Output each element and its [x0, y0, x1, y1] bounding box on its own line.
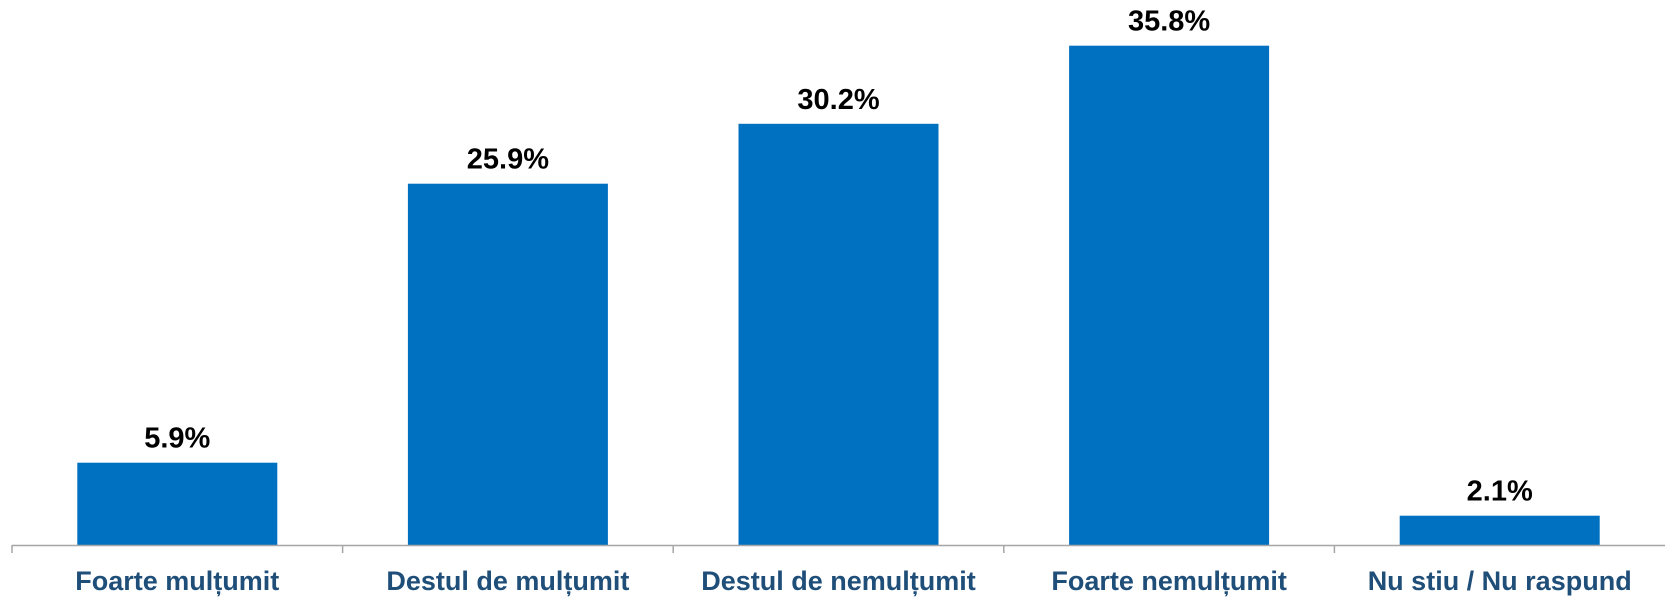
bars-layer [77, 45, 1600, 546]
value-label-4: 35.8% [1128, 6, 1210, 38]
bar-2 [407, 183, 608, 545]
category-label-3: Destul de nemulțumit [701, 566, 976, 596]
value-labels-layer: 5.9% 25.9% 30.2% 35.8% 2.1% [144, 6, 1533, 508]
value-label-1: 5.9% [144, 423, 210, 455]
bar-3 [738, 123, 939, 546]
category-label-4: Foarte nemulțumit [1051, 566, 1287, 596]
category-label-1: Foarte mulțumit [75, 566, 279, 596]
value-label-3: 30.2% [797, 84, 879, 116]
bar-1 [77, 462, 278, 545]
value-label-5: 2.1% [1467, 476, 1533, 508]
bar-5 [1399, 515, 1600, 545]
x-axis [11, 544, 1665, 553]
value-label-2: 25.9% [467, 144, 549, 176]
category-labels-layer: Foarte mulțumit Destul de mulțumit Destul … [75, 566, 1631, 596]
category-label-5: Nu stiu / Nu raspund [1368, 566, 1632, 596]
bar-4 [1069, 45, 1270, 545]
category-label-2: Destul de mulțumit [386, 566, 629, 596]
